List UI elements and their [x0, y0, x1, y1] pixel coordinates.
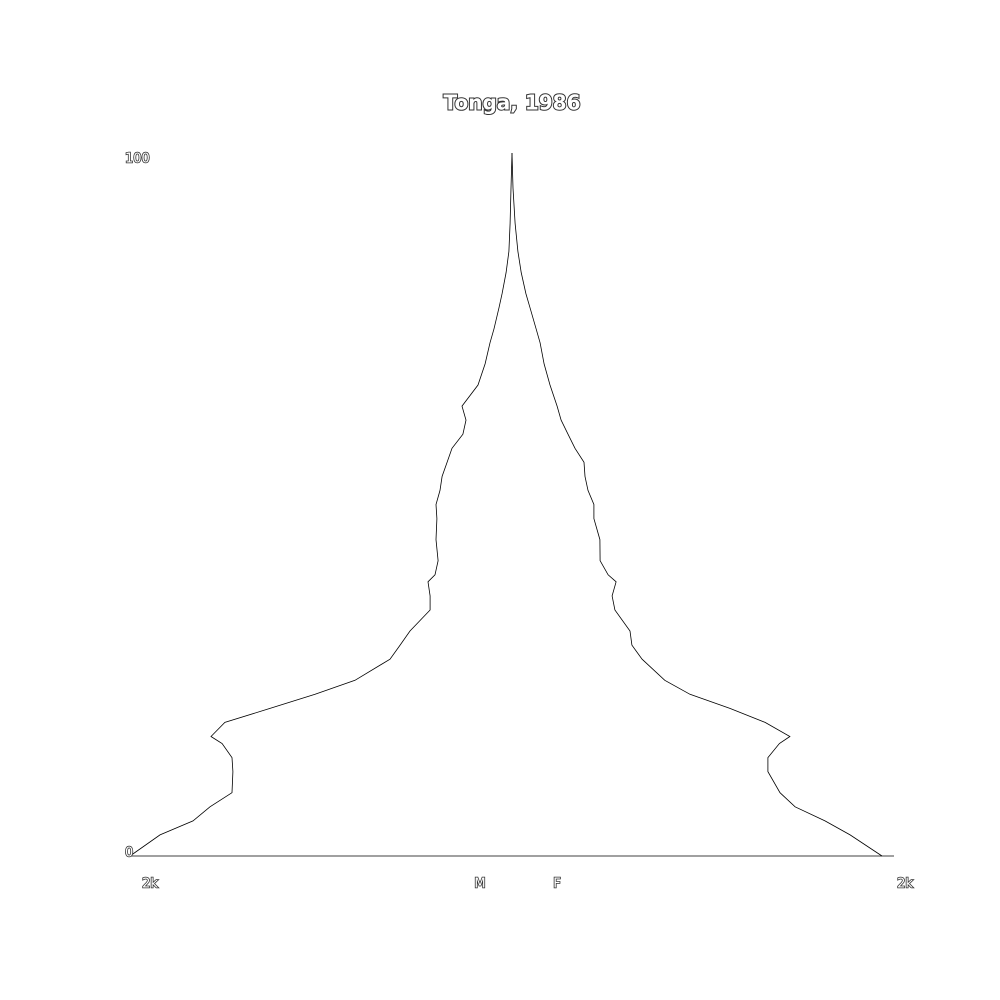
chart-title: Tonga, 1986	[443, 91, 580, 115]
x-tick-label: 2k	[142, 877, 158, 892]
x-tick-label: 2k	[897, 877, 913, 892]
legend-label: M	[474, 877, 485, 892]
y-tick-label: 100	[125, 152, 150, 167]
y-tick-label: 0	[125, 846, 133, 861]
legend-label: F	[553, 877, 560, 892]
population-outline	[129, 152, 513, 857]
population-outline	[511, 152, 883, 857]
